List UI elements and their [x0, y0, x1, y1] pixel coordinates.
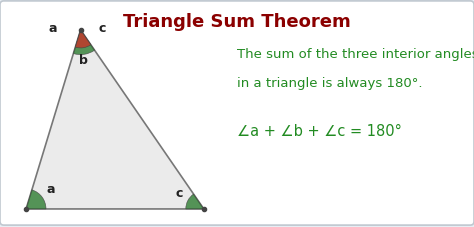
Text: c: c [175, 186, 183, 199]
Text: a: a [46, 183, 55, 196]
Wedge shape [186, 194, 204, 209]
Text: a: a [49, 22, 57, 35]
Text: b: b [79, 54, 87, 67]
Text: in a triangle is always 180°.: in a triangle is always 180°. [237, 77, 422, 90]
Wedge shape [26, 190, 46, 209]
Text: Triangle Sum Theorem: Triangle Sum Theorem [123, 13, 351, 31]
Wedge shape [75, 31, 91, 49]
Text: The sum of the three interior angles: The sum of the three interior angles [237, 48, 474, 61]
Text: c: c [98, 22, 106, 35]
Wedge shape [73, 31, 95, 55]
Polygon shape [26, 31, 204, 209]
Text: ∠a + ∠b + ∠c = 180°: ∠a + ∠b + ∠c = 180° [237, 124, 402, 139]
